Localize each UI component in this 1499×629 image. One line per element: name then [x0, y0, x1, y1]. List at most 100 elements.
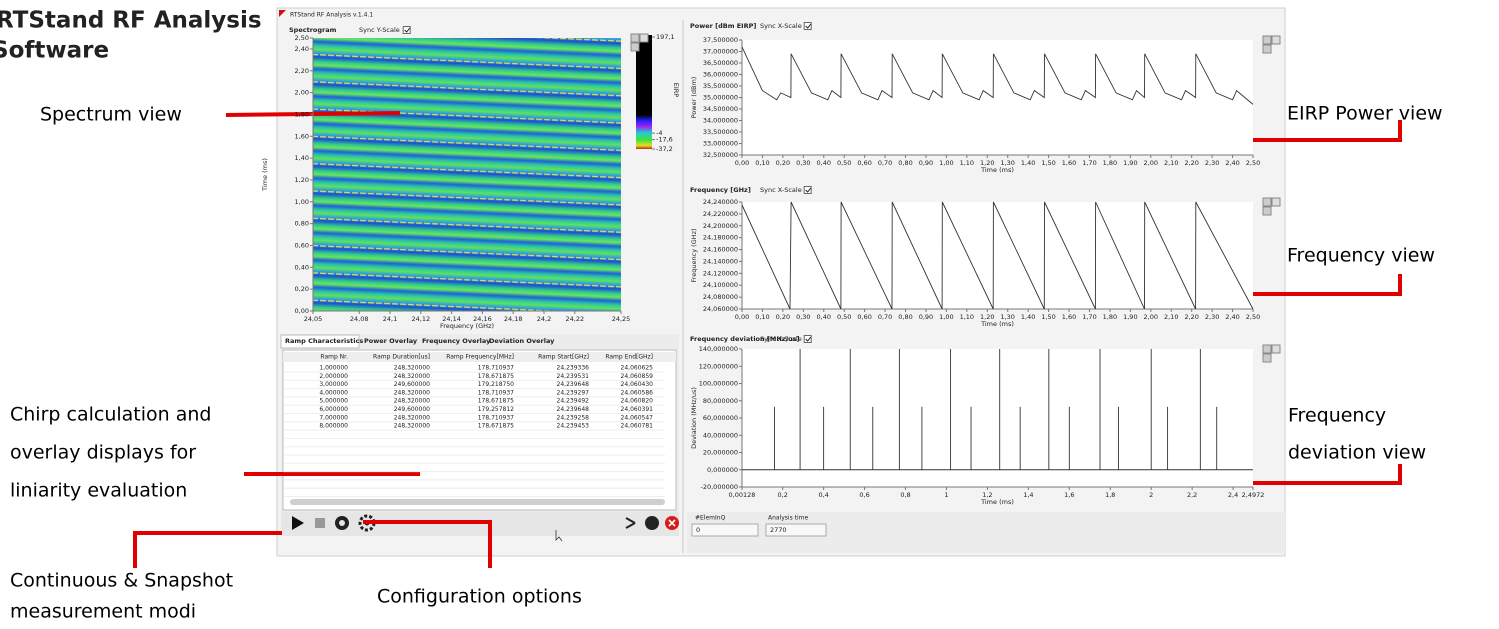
scrollbar[interactable] — [290, 499, 665, 505]
plot-area — [742, 202, 1253, 309]
zoom-tool[interactable] — [1262, 344, 1272, 354]
x-tick-label: 0,50 — [837, 313, 851, 321]
x-tick-label: 0,00128 — [729, 491, 756, 499]
x-tick-label: 1,60 — [1062, 159, 1076, 167]
x-tick-label: 1,80 — [1103, 313, 1117, 321]
x-tick-label: 1,10 — [960, 313, 974, 321]
cell: 5,000000 — [319, 398, 348, 405]
x-tick-label: 2,50 — [1246, 159, 1260, 167]
y-tick-label: 24,080000 — [703, 293, 738, 301]
annotation: Frequency — [1288, 405, 1386, 427]
x-tick-label: 0,40 — [817, 313, 831, 321]
column-header: Ramp Frequency[MHz] — [446, 354, 514, 361]
tab[interactable]: Power Overlay — [364, 337, 418, 345]
pan-tool[interactable] — [1262, 206, 1272, 216]
y-tick-label: 33,500000 — [703, 128, 738, 136]
x-tick-label: 1,10 — [960, 159, 974, 167]
y-tick-label: 0,20 — [295, 285, 309, 293]
cell: 24,239648 — [557, 406, 590, 413]
x-tick-label: 0,8 — [900, 491, 910, 499]
cell: 24,060391 — [621, 406, 654, 413]
sync-checkbox[interactable] — [803, 22, 812, 30]
column-header: Ramp Start[GHz] — [538, 354, 589, 361]
x-tick-label: 24,08 — [350, 315, 369, 323]
x-tick-label: 2,2 — [1187, 491, 1197, 499]
tab-active[interactable] — [280, 334, 360, 349]
zoom-tool[interactable] — [630, 33, 640, 43]
x-tick-label: 0,80 — [898, 313, 912, 321]
colorbar — [636, 35, 652, 149]
stop-button[interactable] — [315, 518, 325, 528]
column-header: Ramp Duration[us] — [373, 354, 430, 361]
y-tick-label: 40,000000 — [703, 431, 738, 439]
x-tick-label: 1,8 — [1105, 491, 1115, 499]
play-button[interactable] — [292, 516, 304, 530]
x-tick-label: 1,70 — [1082, 159, 1096, 167]
colorbar-label: -17,6 — [656, 136, 673, 144]
tab[interactable]: Ramp Characteristics — [285, 337, 363, 345]
sync-checkbox[interactable] — [803, 335, 812, 343]
x-tick-label: 2,4972 — [1242, 491, 1265, 499]
cell: 24,239648 — [557, 381, 590, 388]
tab[interactable]: Frequency Overlay — [422, 337, 491, 345]
x-tick-label: 2,30 — [1205, 159, 1219, 167]
y-tick-label: 1,00 — [295, 198, 309, 206]
y-tick-label: 32,500000 — [703, 151, 738, 159]
x-tick-label: 0,4 — [818, 491, 828, 499]
x-tick-label: 1,00 — [939, 159, 953, 167]
cell: 24,239336 — [557, 365, 590, 372]
y-tick-label: 24,180000 — [703, 234, 738, 242]
zoom-tool[interactable] — [1262, 197, 1272, 207]
cell: 178,671875 — [478, 398, 514, 405]
pan-tool[interactable] — [1262, 44, 1272, 54]
pan-tool[interactable] — [630, 42, 640, 52]
y-tick-label: 2,40 — [295, 45, 309, 53]
x-tick-label: 0,20 — [776, 313, 790, 321]
y-tick-label: 1,40 — [295, 154, 309, 162]
cell: 179,257812 — [478, 406, 514, 413]
y-tick-label: 0,000000 — [707, 466, 738, 474]
x-axis-label: Frequency (GHz) — [440, 322, 494, 330]
zoom-tool[interactable] — [1271, 35, 1281, 45]
y-tick-label: 37,000000 — [703, 48, 738, 56]
cell: 178,710937 — [478, 365, 514, 372]
zoom-tool[interactable] — [1262, 35, 1272, 45]
spectrogram-image — [313, 38, 621, 311]
cell: 248,320000 — [394, 398, 430, 405]
plot-area — [742, 349, 1253, 487]
y-tick-label: 36,000000 — [703, 71, 738, 79]
zoom-tool[interactable] — [639, 33, 649, 43]
time-box — [765, 523, 827, 537]
x-tick-label: 1,4 — [1023, 491, 1033, 499]
share-button[interactable] — [625, 517, 636, 529]
x-tick-label: 1,50 — [1041, 159, 1055, 167]
info-button[interactable] — [645, 516, 659, 530]
x-tick-label: 0,30 — [796, 313, 810, 321]
tab[interactable]: Deviation Overlay — [489, 337, 555, 345]
x-tick-label: 1,6 — [1064, 491, 1074, 499]
x-tick-label: 2,40 — [1225, 159, 1239, 167]
x-tick-label: 24,16 — [473, 315, 492, 323]
sync-checkbox[interactable] — [803, 186, 812, 194]
sync-checkbox[interactable] — [402, 26, 411, 34]
x-tick-label: 2,10 — [1164, 313, 1178, 321]
y-tick-label: 34,000000 — [703, 117, 738, 125]
x-tick-label: 1 — [944, 491, 948, 499]
cell: 178,671875 — [478, 373, 514, 380]
zoom-tool[interactable] — [1271, 197, 1281, 207]
annotation: measurement modi — [10, 601, 196, 623]
pan-tool[interactable] — [1262, 353, 1272, 363]
x-tick-label: 0,10 — [755, 313, 769, 321]
cell: 179,218750 — [478, 381, 514, 388]
y-tick-label: 24,160000 — [703, 246, 738, 254]
cell: 178,710937 — [478, 414, 514, 421]
x-tick-label: 1,2 — [982, 491, 992, 499]
cell: 24,060781 — [621, 423, 654, 430]
y-tick-label: 0,00 — [295, 307, 309, 315]
queue-label: #ElemInQ — [695, 515, 726, 522]
annotation: EIRP Power view — [1287, 103, 1443, 125]
zoom-tool[interactable] — [1271, 344, 1281, 354]
panel-title: Frequency [GHz] — [690, 186, 751, 194]
y-tick-label: 24,220000 — [703, 210, 738, 218]
